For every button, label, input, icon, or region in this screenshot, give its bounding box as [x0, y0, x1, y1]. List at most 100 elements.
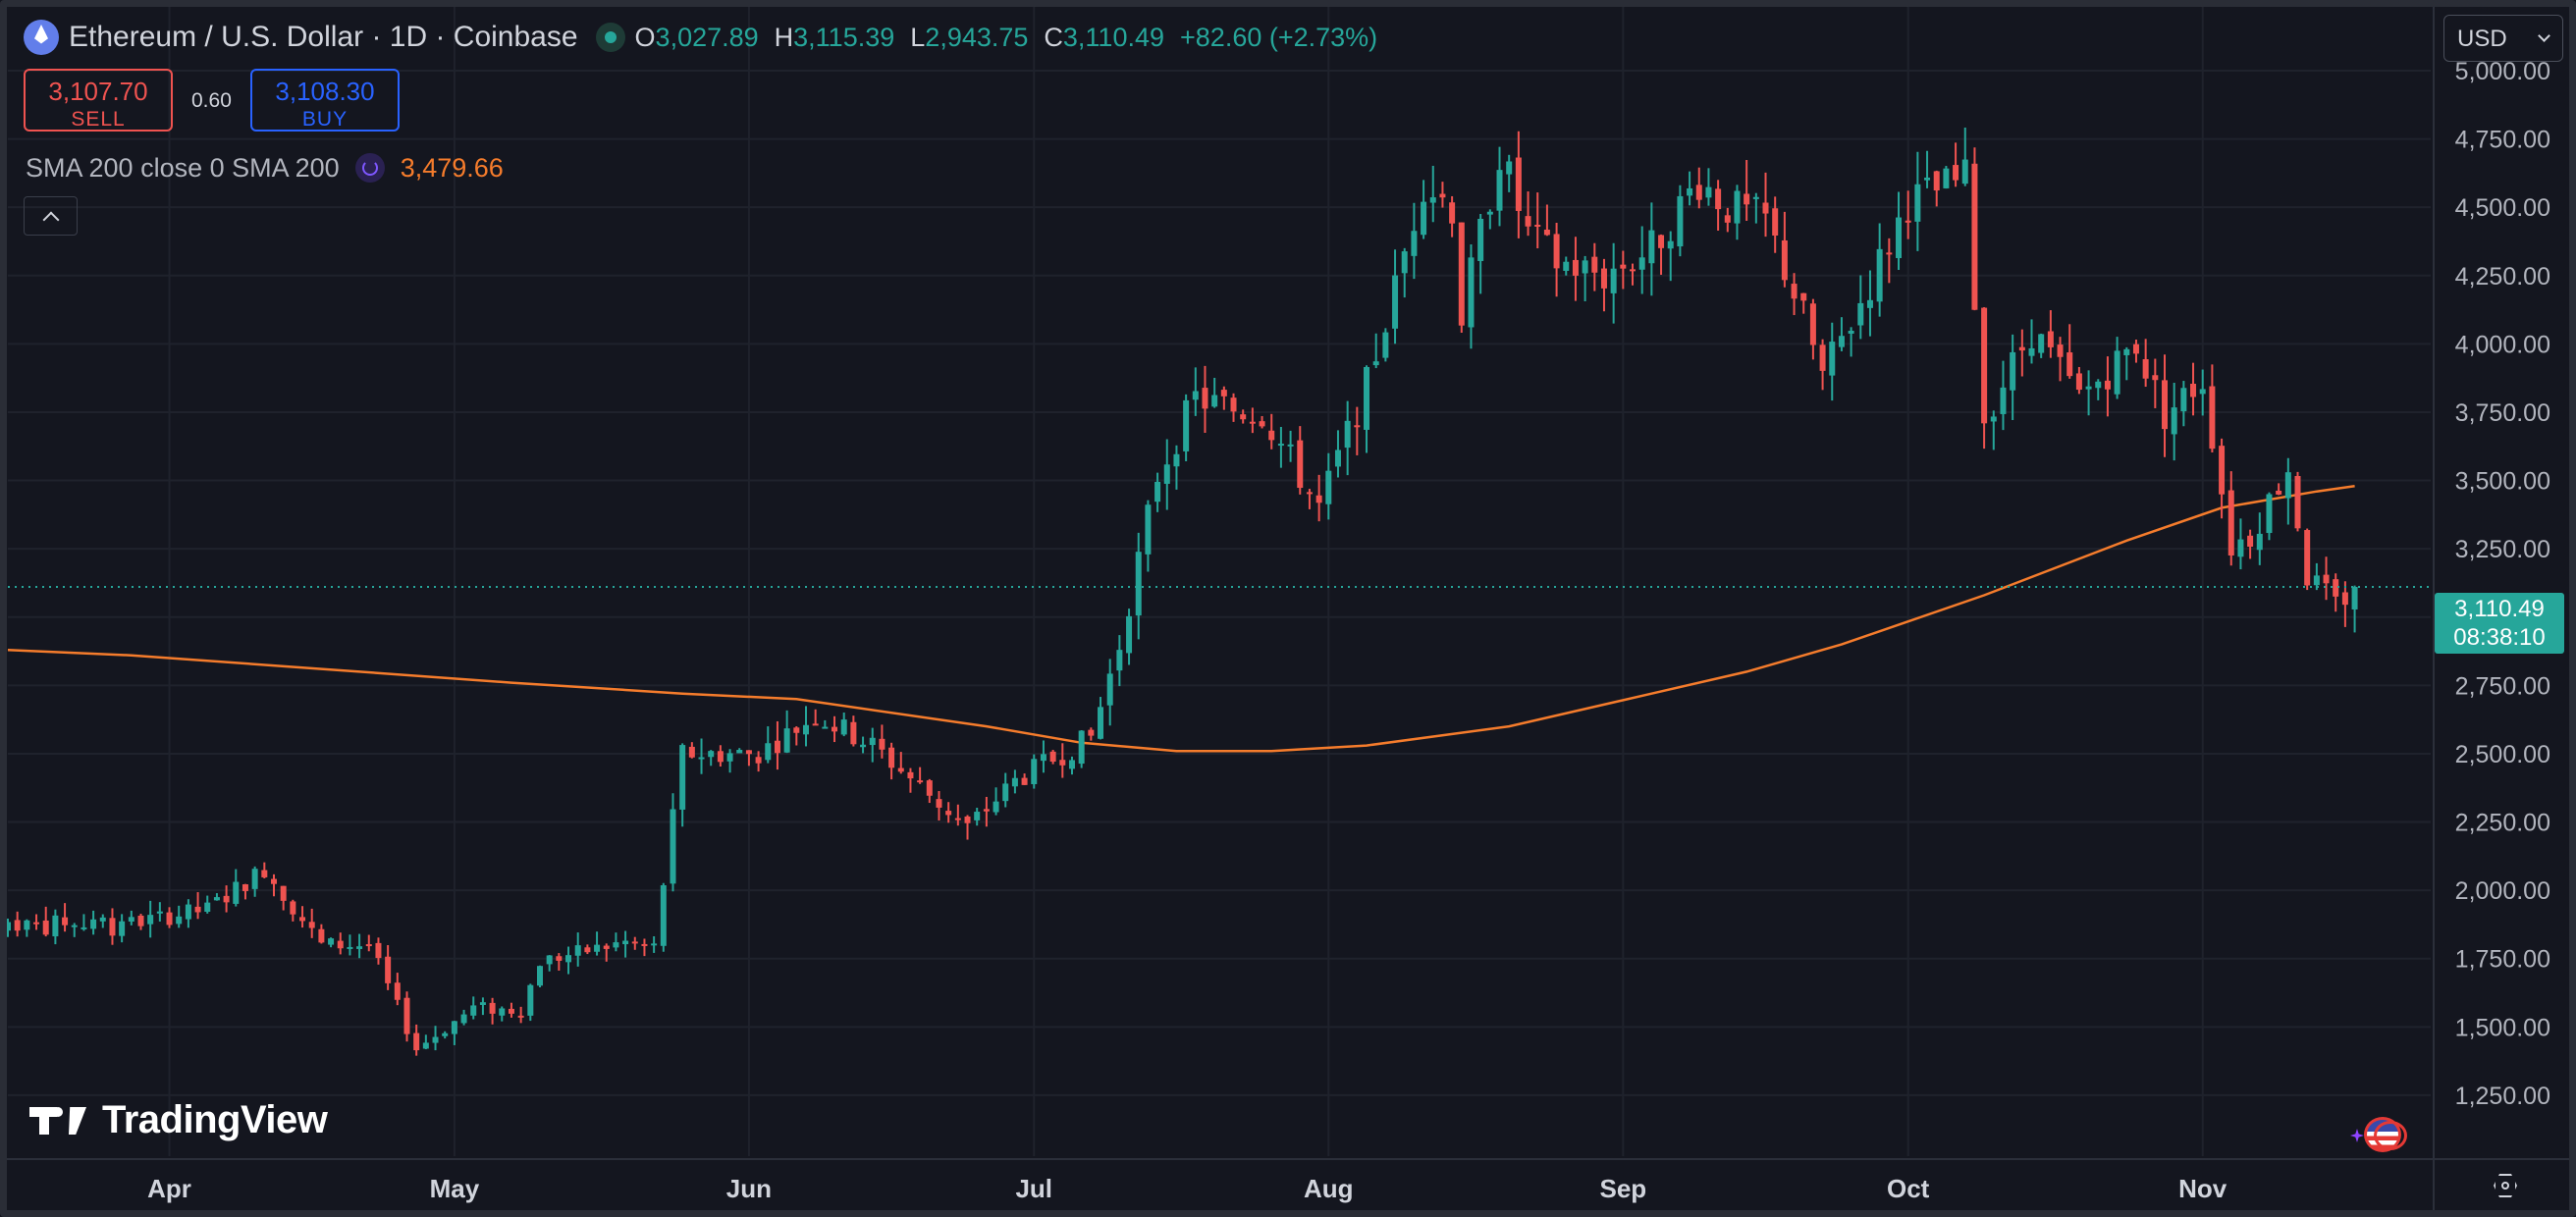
candle-body	[1543, 229, 1550, 236]
symbol-header: Ethereum / U.S. Dollar · 1D · Coinbase O…	[24, 16, 1377, 59]
candle-body	[2057, 344, 2064, 357]
candle-body	[1638, 257, 1645, 270]
candle-body	[290, 901, 296, 915]
candle-body	[1553, 234, 1560, 269]
candle-body	[1126, 615, 1133, 654]
candle-body	[1078, 730, 1085, 765]
candle-body	[52, 915, 59, 937]
candle-body	[1943, 168, 1950, 188]
candle-body	[2066, 352, 2073, 377]
tradingview-logo-text: TradingView	[102, 1097, 328, 1141]
candle-body	[1287, 444, 1294, 447]
candle-body	[1838, 336, 1845, 347]
candle-body	[1011, 777, 1018, 787]
candle-body	[2142, 359, 2149, 379]
candle-body	[1364, 366, 1370, 430]
candle-body	[1534, 225, 1541, 228]
candle-body	[2284, 472, 2291, 499]
candle-body	[993, 801, 999, 813]
refresh-icon[interactable]	[354, 153, 385, 183]
candle-body	[347, 946, 353, 949]
candle-body	[1752, 196, 1759, 199]
candle-body	[71, 925, 78, 927]
candle-body	[2304, 530, 2311, 586]
candle-body	[2219, 446, 2226, 495]
candle-body	[2095, 381, 2102, 389]
candle-body	[897, 767, 904, 772]
settings-icon[interactable]	[2492, 1172, 2519, 1199]
candle-body	[974, 812, 981, 820]
candle-body	[1563, 261, 1570, 271]
candle-body	[2075, 373, 2082, 391]
candle-body	[2010, 351, 2016, 391]
market-status-icon[interactable]	[595, 23, 625, 52]
candle-body	[1791, 284, 1798, 299]
candle-body	[1762, 202, 1769, 214]
candle-body	[613, 942, 619, 948]
price-tick-label: 2,000.00	[2455, 877, 2550, 905]
candle-body	[337, 940, 344, 949]
candle-body	[432, 1036, 439, 1043]
candle-body	[1876, 248, 1883, 302]
sell-button[interactable]: 3,107.70 SELL	[24, 69, 173, 132]
candle-body	[1439, 193, 1446, 198]
collapse-legend-button[interactable]	[24, 196, 78, 236]
candle-body	[233, 881, 240, 904]
candle-body	[1040, 754, 1046, 762]
candle-body	[137, 915, 144, 926]
price-tick-label: 4,250.00	[2455, 263, 2550, 291]
candle-body	[2237, 539, 2244, 557]
candle-body	[594, 944, 601, 952]
grid-lines	[8, 6, 2431, 1156]
buy-button[interactable]: 3,108.30 BUY	[250, 69, 400, 132]
candle-body	[651, 943, 658, 946]
candle-body	[1648, 230, 1655, 264]
candle-body	[1829, 342, 1836, 376]
candle-body	[840, 719, 847, 735]
candle-body	[2199, 389, 2206, 395]
symbol-title[interactable]: Ethereum / U.S. Dollar · 1D · Coinbase	[69, 21, 578, 53]
price-tick-label: 4,500.00	[2455, 194, 2550, 222]
price-tick-label: 3,250.00	[2455, 536, 2550, 563]
candle-body	[2256, 533, 2263, 551]
candle-body	[964, 816, 971, 823]
candle-body	[1372, 361, 1379, 366]
candle-body	[936, 799, 942, 808]
candle-body	[1392, 275, 1399, 329]
currency-select[interactable]: USD	[2443, 15, 2563, 62]
candle-body	[128, 917, 134, 922]
candle-body	[1933, 171, 1940, 191]
candle-body	[1572, 259, 1579, 276]
candle-body	[1173, 453, 1180, 467]
candle-body	[860, 744, 867, 748]
candle-body	[2227, 490, 2234, 556]
candle-body	[166, 912, 173, 926]
us-flag-icon[interactable]	[2350, 1115, 2407, 1154]
candle-body	[356, 946, 363, 949]
candle-body	[42, 920, 49, 935]
price-tick-label: 4,750.00	[2455, 127, 2550, 154]
ethereum-icon	[24, 20, 59, 55]
sma-200-line	[7, 484, 2355, 753]
candles-layer	[4, 128, 2358, 1056]
ohlc-values: O3,027.89 H3,115.39 L2,943.75 C3,110.49 …	[635, 23, 1378, 53]
candle-body	[1772, 208, 1779, 236]
candle-body	[479, 1002, 486, 1005]
candle-body	[1620, 264, 1627, 269]
candle-body	[451, 1021, 457, 1034]
ohlc-low-key: L	[910, 22, 926, 52]
candle-body	[499, 1008, 506, 1016]
candle-body	[1724, 215, 1731, 223]
sma-indicator-legend[interactable]: SMA 200 close 0 SMA 200 3,479.66	[26, 149, 504, 186]
ohlc-open-key: O	[634, 22, 656, 52]
candle-body	[812, 723, 819, 726]
candle-body	[603, 945, 610, 949]
price-change: +82.60 (+2.73%)	[1180, 22, 1378, 52]
price-tick-label: 3,750.00	[2455, 399, 2550, 427]
tradingview-logo[interactable]: TradingView	[29, 1095, 328, 1144]
candle-body	[1268, 430, 1275, 441]
candle-body	[1477, 218, 1484, 261]
candle-body	[1088, 729, 1095, 736]
candle-body	[954, 818, 961, 820]
